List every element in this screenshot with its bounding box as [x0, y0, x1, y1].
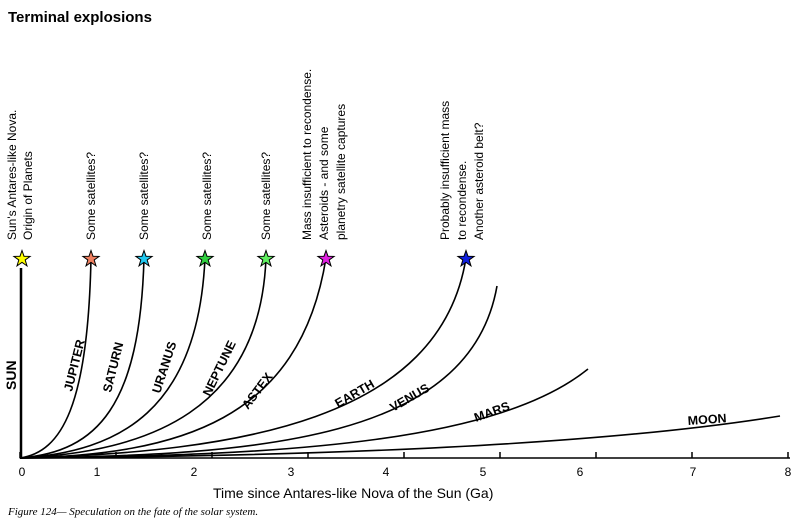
annotation-astex-line-1: Mass insufficient to recondense.	[300, 69, 314, 240]
label-mars: MARS	[472, 399, 511, 425]
annotation-earth-line-3: Another asteroid belt?	[472, 122, 486, 240]
label-jupiter: JUPITER	[61, 338, 87, 393]
label-earth: EARTH	[333, 377, 377, 411]
x-tick-label: 1	[94, 465, 101, 479]
annotation-uranus: Some satellites?	[200, 152, 214, 240]
x-tick-label: 3	[288, 465, 295, 479]
saturn-curve	[19, 257, 145, 459]
annotation-neptune-line-1: Some satellites?	[259, 152, 273, 240]
annotation-saturn-line-1: Some satellites?	[137, 152, 151, 240]
star-icon	[316, 248, 336, 268]
star-icon	[81, 248, 101, 268]
annotation-astex-line-2: Asteroids - and some	[317, 126, 331, 240]
label-uranus: URANUS	[150, 340, 180, 395]
label-moon: MOON	[687, 411, 727, 428]
annotation-nova-line-2: Origin of Planets	[21, 151, 35, 240]
annotation-astex: Mass insufficient to recondense. Asteroi…	[300, 65, 348, 240]
annotation-earth-line-2: to recondense.	[455, 161, 469, 240]
star-icon	[456, 248, 476, 268]
x-tick-label: 5	[480, 465, 487, 479]
annotation-neptune: Some satellites?	[259, 152, 273, 240]
x-tick-label: 8	[785, 465, 792, 479]
curves	[19, 257, 781, 459]
venus-curve	[19, 285, 498, 459]
x-tick-labels: 0 1 2 3 4 5 6 7 8	[19, 465, 792, 479]
annotation-earth-line-1: Probably insufficient mass	[438, 101, 452, 240]
figure-caption: Figure 124— Speculation on the fate of t…	[7, 506, 258, 518]
earth-curve	[19, 257, 467, 459]
star-icon	[134, 248, 154, 268]
x-tick-label: 7	[690, 465, 697, 479]
planet-labels: JUPITER SATURN URANUS NEPTUNE ASTEX EART…	[61, 338, 727, 428]
jupiter-curve	[19, 257, 92, 459]
annotation-jupiter: Some satellites?	[84, 152, 98, 240]
stars	[12, 248, 476, 268]
annotation-uranus-line-1: Some satellites?	[200, 152, 214, 240]
label-venus: VENUS	[388, 381, 432, 415]
star-icon	[256, 248, 276, 268]
uranus-curve	[19, 257, 206, 459]
star-icon	[195, 248, 215, 268]
x-tick-label: 0	[19, 465, 26, 479]
figure-title: Terminal explosions	[8, 9, 152, 26]
moon-curve	[19, 415, 781, 459]
x-axis-label: Time since Antares-like Nova of the Sun …	[213, 485, 493, 501]
x-tick-label: 6	[577, 465, 584, 479]
annotation-jupiter-line-1: Some satellites?	[84, 152, 98, 240]
annotations: Sun's Antares-like Nova. Origin of Plane…	[5, 65, 486, 240]
label-astex: ASTEX	[239, 370, 276, 412]
star-icon	[12, 248, 32, 268]
sun-label: SUN	[3, 360, 19, 390]
annotation-astex-line-3: planetry satellite captures	[334, 104, 348, 240]
annotation-nova-line-1: Sun's Antares-like Nova.	[5, 110, 19, 240]
x-tick-label: 4	[383, 465, 390, 479]
annotation-saturn: Some satellites?	[137, 152, 151, 240]
annotation-earth: Probably insufficient mass to recondense…	[438, 97, 486, 240]
x-tick-label: 2	[191, 465, 198, 479]
annotation-nova: Sun's Antares-like Nova. Origin of Plane…	[5, 106, 35, 240]
neptune-curve	[19, 257, 267, 459]
x-ticks	[19, 452, 789, 458]
